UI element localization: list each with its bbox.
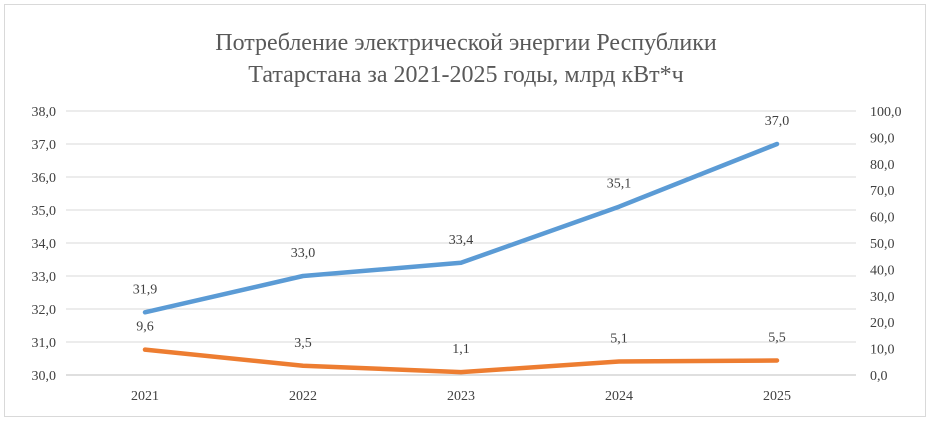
right-tick-label: 70,0 [870, 184, 895, 199]
left-tick-label: 35,0 [32, 204, 57, 219]
data-label: 31,9 [133, 282, 158, 297]
right-tick-label: 30,0 [870, 290, 895, 305]
left-tick-label: 32,0 [32, 303, 57, 318]
data-label: 1,1 [452, 342, 470, 357]
left-tick-label: 34,0 [32, 237, 57, 252]
series-lines [142, 141, 780, 375]
left-tick-label: 33,0 [32, 270, 57, 285]
right-tick-label: 60,0 [870, 211, 895, 226]
right-axis-ticks: 0,0 10,0 20,0 30,0 40,0 50,0 60,0 70,0 80,0 90,0 1… [870, 105, 902, 384]
data-label: 37,0 [765, 114, 790, 129]
data-label: 3,5 [294, 336, 312, 351]
series-line-2 [142, 347, 780, 375]
data-label: 5,1 [610, 332, 628, 347]
data-label: 35,1 [607, 177, 632, 192]
data-labels: 31,9 33,0 33,4 35,1 37,0 9,6 3,5 1,1 5,1 5,5 [133, 114, 790, 357]
right-tick-label: 40,0 [870, 263, 895, 278]
data-label: 33,0 [291, 246, 316, 261]
x-tick-label: 2023 [447, 389, 475, 404]
data-label: 9,6 [136, 320, 154, 335]
x-tick-label: 2024 [605, 389, 633, 404]
chart-title-line1: Потребление электрической энергии Респуб… [215, 30, 717, 56]
right-tick-label: 90,0 [870, 131, 895, 146]
chart-title-line2: Татарстана за 2021-2025 годы, млрд кВт*ч [248, 62, 683, 88]
x-axis-ticks: 2021 2022 2023 2024 2025 [131, 389, 791, 404]
data-label: 5,5 [768, 330, 786, 345]
left-tick-label: 31,0 [32, 336, 57, 351]
right-tick-label: 20,0 [870, 316, 895, 331]
right-tick-label: 0,0 [870, 369, 888, 384]
x-tick-label: 2025 [763, 389, 791, 404]
gridlines [66, 110, 856, 376]
right-tick-label: 10,0 [870, 343, 895, 358]
left-tick-label: 36,0 [32, 171, 57, 186]
series-line-1 [142, 141, 780, 315]
right-tick-label: 100,0 [870, 105, 902, 120]
x-tick-label: 2021 [131, 389, 159, 404]
left-tick-label: 37,0 [32, 138, 57, 153]
data-label: 33,4 [449, 233, 474, 248]
left-axis-ticks: 30,0 31,0 32,0 33,0 34,0 35,0 36,0 37,0 38,0 [32, 105, 57, 384]
right-tick-label: 80,0 [870, 158, 895, 173]
left-tick-label: 38,0 [32, 105, 57, 120]
left-tick-label: 30,0 [32, 369, 57, 384]
x-tick-label: 2022 [289, 389, 317, 404]
right-tick-label: 50,0 [870, 237, 895, 252]
